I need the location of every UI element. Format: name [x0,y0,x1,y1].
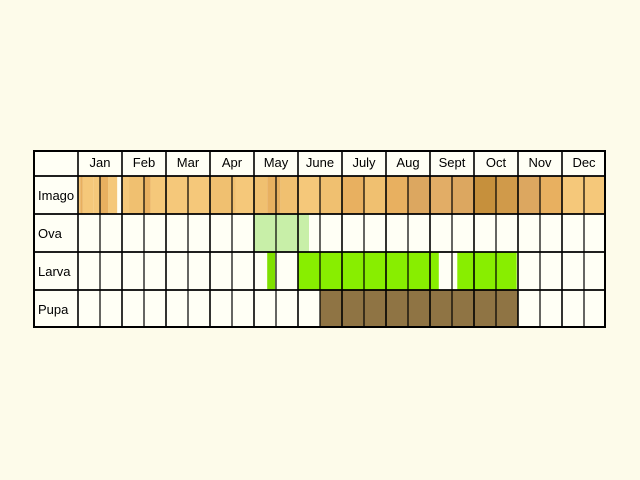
phase-bar-imago-23 [452,176,474,214]
phase-bar-imago-3 [93,176,100,214]
month-label-july: July [352,155,376,170]
phase-bar-imago-11 [210,176,236,214]
phase-bar-imago-27 [540,176,562,214]
phase-bar-imago-20 [386,176,408,214]
phase-bar-ova-0 [254,214,309,252]
phase-bar-imago-7 [129,176,144,214]
phase-bar-larva-0 [267,252,276,290]
month-label-may: May [264,155,289,170]
life-cycle-calendar: Jan Feb Mar Apr May June July Aug Sept Oct Nov Dec I… [33,150,606,328]
month-label-june: June [306,155,334,170]
phase-bar-imago-17 [320,176,342,214]
row-label-imago: Imago [38,188,74,203]
month-label-nov: Nov [528,155,552,170]
phase-bar-imago-24 [474,176,496,214]
phase-bar-imago-0 [78,176,81,214]
phase-bar-larva-2 [457,252,517,290]
phase-bar-pupa-0 [320,290,518,328]
phase-bar-imago-26 [518,176,540,214]
phase-bar-imago-4 [100,176,109,214]
month-label-dec: Dec [572,155,596,170]
month-label-feb: Feb [133,155,155,170]
row-label-ova: Ova [38,226,63,241]
month-label-sept: Sept [439,155,466,170]
phase-bar-larva-1 [298,252,439,290]
phase-bar-imago-12 [235,176,254,214]
month-label-oct: Oct [486,155,507,170]
row-label-pupa: Pupa [38,302,69,317]
phase-bar-imago-16 [298,176,320,214]
outer-border [33,150,606,328]
phase-bar-imago-19 [364,176,386,214]
phase-bar-imago-22 [430,176,452,214]
month-label-aug: Aug [396,155,419,170]
phase-bar-imago-13 [254,176,268,214]
phase-bar-imago-5 [108,176,118,214]
phase-bar-imago-14 [267,176,281,214]
phase-bar-imago-15 [280,176,298,214]
phase-bar-imago-25 [496,176,518,214]
phase-bar-imago-2 [82,176,94,214]
month-label-apr: Apr [222,155,243,170]
phase-bar-imago-21 [408,176,430,214]
calendar-grid: Jan Feb Mar Apr May June July Aug Sept Oct Nov Dec I… [33,150,606,328]
phase-bar-imago-9 [150,176,166,214]
phase-bar-imago-8 [144,176,151,214]
phase-bar-imago-18 [342,176,364,214]
phase-bar-imago-6 [122,176,130,214]
month-label-jan: Jan [90,155,111,170]
row-label-larva: Larva [38,264,71,279]
month-label-mar: Mar [177,155,200,170]
phase-bar-imago-1 [80,176,83,214]
